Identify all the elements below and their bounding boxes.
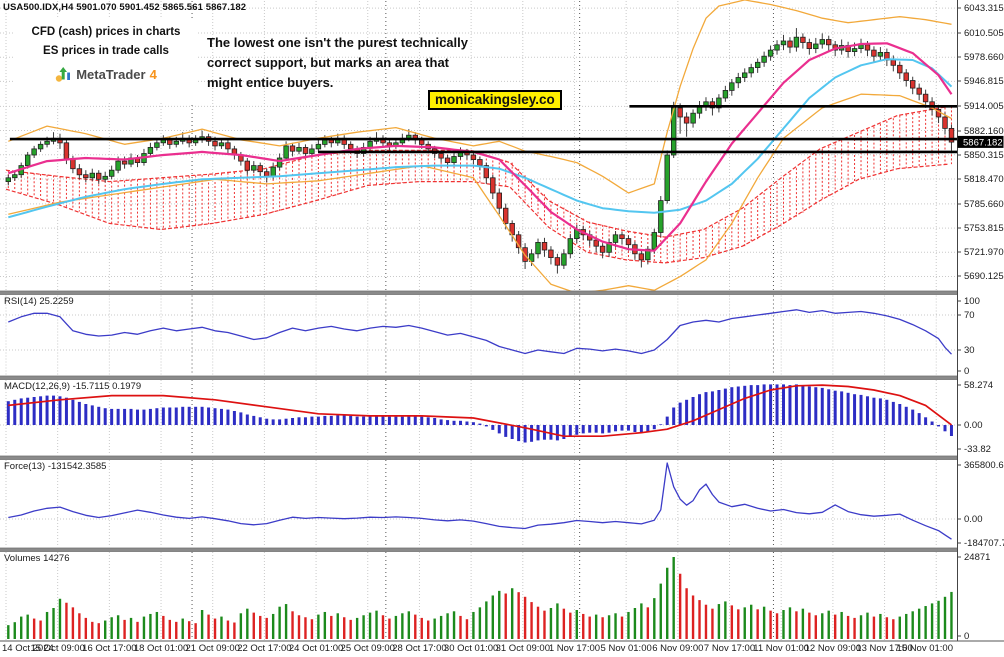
svg-text:5785.660: 5785.660 [964,199,1004,210]
time-label: 13 Nov 17:00 [856,643,913,654]
rsi-pane-label: RSI(14) 25.2259 [4,296,74,307]
svg-text:5818.470: 5818.470 [964,174,1004,185]
svg-text:5946.815: 5946.815 [964,76,1004,87]
time-label: 12 Nov 09:00 [805,643,862,654]
brand-name: MetaTrader [76,67,146,82]
svg-text:5850.315: 5850.315 [964,150,1004,161]
symbol-ohlc-header: USA500.IDX,H4 5901.070 5901.452 5865.561… [3,2,247,13]
annotation-text: The lowest one isn't the purest technica… [207,35,468,90]
svg-text:0: 0 [964,631,969,642]
time-label: 30 Oct 01:00 [444,643,498,654]
svg-text:70: 70 [964,310,975,321]
macd-pane-label: MACD(12,26,9) -15.7115 0.1979 [4,381,142,392]
volumes-pane-label: Volumes 14276 [4,553,70,564]
macd-pane[interactable] [6,384,953,443]
metatrader-logo-icon [55,67,71,82]
svg-text:100: 100 [964,296,980,307]
price-scale[interactable]: 6043.315 6010.505 5978.660 5946.815 5914.005… [957,0,1004,642]
time-label: 16 Oct 17:00 [82,643,136,654]
svg-text:5721.970: 5721.970 [964,247,1004,258]
time-label: 5 Nov 01:00 [601,643,652,654]
time-label: 6 Nov 09:00 [652,643,703,654]
time-label: 31 Oct 09:00 [496,643,550,654]
pane-splitters[interactable] [0,290,1004,552]
time-label: 1 Nov 17:00 [549,643,600,654]
watermark-badge: monicakingsley.co [428,90,562,110]
info-line-2: ES prices in trade calls [43,45,169,57]
time-label: 11 Nov 01:00 [753,643,809,654]
info-line-1: CFD (cash) prices in charts [31,26,181,38]
force-pane-label: Force(13) -131542.3585 [4,461,107,472]
info-box: CFD (cash) prices in charts ES prices in… [14,19,198,103]
svg-text:0: 0 [964,366,969,377]
svg-text:6043.315: 6043.315 [964,3,1004,14]
time-label: 15 Nov 01:00 [896,643,953,654]
svg-text:-184707.78: -184707.78 [964,538,1004,549]
svg-text:5753.815: 5753.815 [964,223,1004,234]
svg-text:24871: 24871 [964,552,990,563]
rsi-pane[interactable] [8,309,952,355]
time-label: 22 Oct 17:00 [237,643,291,654]
time-label: 15 Oct 09:00 [30,643,84,654]
support-resistance-lines[interactable] [9,105,957,154]
svg-text:5882.160: 5882.160 [964,126,1004,137]
time-label: 14 Oct 2024 [2,643,54,654]
time-label: 21 Oct 09:00 [186,643,240,654]
time-label: 28 Oct 17:00 [392,643,446,654]
svg-text:-33.82: -33.82 [964,444,991,455]
force-pane[interactable] [8,462,952,540]
price-pane[interactable] [5,0,955,293]
current-price-tag: 5867.182 [957,135,1004,148]
svg-text:0.00: 0.00 [964,420,983,431]
svg-text:5978.660: 5978.660 [964,52,1004,63]
svg-text:5867.182: 5867.182 [963,137,1003,148]
volumes-pane[interactable] [7,557,953,639]
svg-text:58.274: 58.274 [964,380,993,391]
brand-version: 4 [149,67,157,82]
grid [0,1,957,640]
svg-text:5914.005: 5914.005 [964,101,1004,112]
svg-text:365800.693: 365800.693 [964,460,1004,471]
svg-text:0.00: 0.00 [964,514,983,525]
svg-text:5690.125: 5690.125 [964,271,1004,282]
time-label: 7 Nov 17:00 [704,643,755,654]
svg-text:30: 30 [964,345,975,356]
svg-text:6010.505: 6010.505 [964,28,1004,39]
time-label: 24 Oct 01:00 [289,643,343,654]
time-label: 18 Oct 01:00 [134,643,188,654]
time-label: 25 Oct 09:00 [341,643,395,654]
